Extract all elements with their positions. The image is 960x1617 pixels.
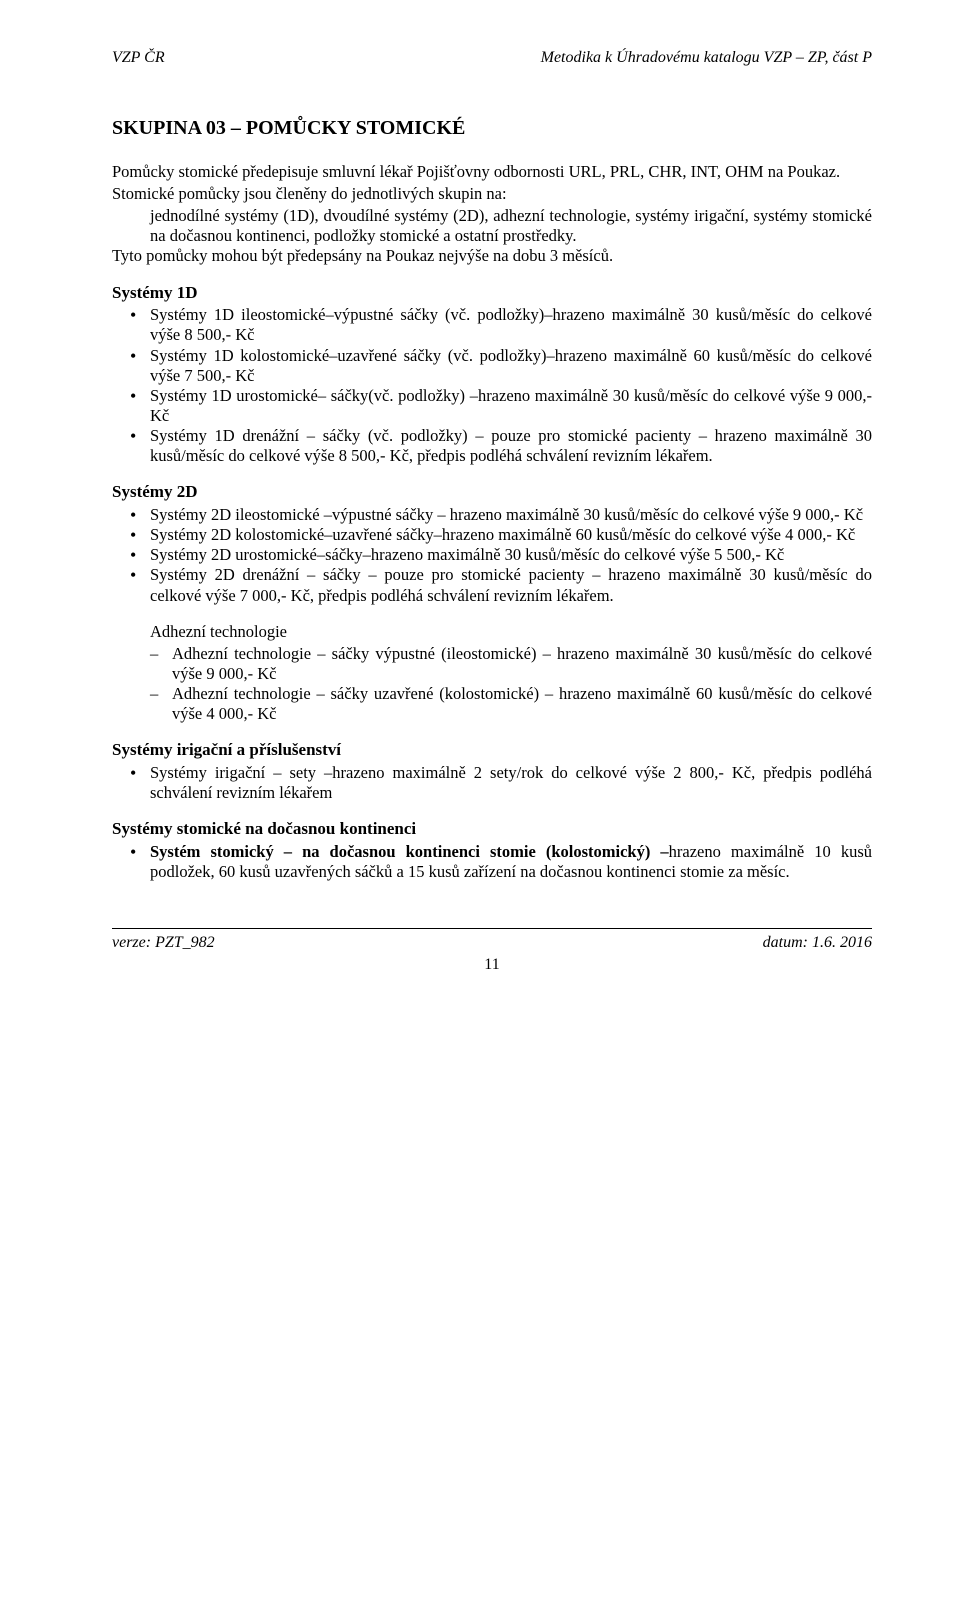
list-item: Systémy 2D urostomické–sáčky–hrazeno max… <box>150 545 872 565</box>
list-item: Systémy irigační – sety –hrazeno maximál… <box>150 763 872 803</box>
list-item: Adhezní technologie – sáčky výpustné (il… <box>172 644 872 684</box>
list-item: Systémy 2D drenážní – sáčky – pouze pro … <box>150 565 872 605</box>
list-item: Adhezní technologie – sáčky uzavřené (ko… <box>172 684 872 724</box>
footer-right: datum: 1.6. 2016 <box>763 933 872 953</box>
list-item: Systémy 2D kolostomické–uzavřené sáčky–h… <box>150 525 872 545</box>
list-item: Systémy 1D urostomické– sáčky(vč. podlož… <box>150 386 872 426</box>
intro-para-3: jednodílné systémy (1D), dvoudílné systé… <box>150 206 872 246</box>
list-irig: Systémy irigační – sety –hrazeno maximál… <box>112 763 872 803</box>
list-2d: Systémy 2D ileostomické –výpustné sáčky … <box>112 505 872 606</box>
section-heading-2d: Systémy 2D <box>112 482 872 503</box>
subsection-heading-adhez: Adhezní technologie <box>150 622 872 642</box>
list-item: Systémy 1D drenážní – sáčky (vč. podložk… <box>150 426 872 466</box>
section-heading-1d: Systémy 1D <box>112 283 872 304</box>
intro-para-4: Tyto pomůcky mohou být předepsány na Pou… <box>112 246 872 266</box>
list-adhez: Adhezní technologie – sáčky výpustné (il… <box>112 644 872 725</box>
header-left: VZP ČR <box>112 48 165 68</box>
page-footer: verze: PZT_982 datum: 1.6. 2016 <box>112 933 872 953</box>
footer-rule <box>112 928 872 929</box>
list-1d: Systémy 1D ileostomické–výpustné sáčky (… <box>112 305 872 466</box>
page-header: VZP ČR Metodika k Úhradovému katalogu VZ… <box>112 48 872 68</box>
section-heading-docas: Systémy stomické na dočasnou kontinenci <box>112 819 872 840</box>
page-number: 11 <box>112 955 872 975</box>
intro-para-2: Stomické pomůcky jsou členěny do jednotl… <box>112 184 872 204</box>
intro-para-1: Pomůcky stomické předepisuje smluvní lék… <box>112 162 872 182</box>
list-docas: Systém stomický – na dočasnou kontinenci… <box>112 842 872 882</box>
list-item: Systém stomický – na dočasnou kontinenci… <box>150 842 872 882</box>
list-item: Systémy 1D kolostomické–uzavřené sáčky (… <box>150 346 872 386</box>
header-right: Metodika k Úhradovému katalogu VZP – ZP,… <box>541 48 872 68</box>
list-item-bold: Systém stomický – na dočasnou kontinenci… <box>150 842 669 861</box>
section-heading-irig: Systémy irigační a příslušenství <box>112 740 872 761</box>
list-item: Systémy 2D ileostomické –výpustné sáčky … <box>150 505 872 525</box>
list-item: Systémy 1D ileostomické–výpustné sáčky (… <box>150 305 872 345</box>
footer-left: verze: PZT_982 <box>112 933 215 953</box>
doc-title: SKUPINA 03 – POMŮCKY STOMICKÉ <box>112 116 872 140</box>
